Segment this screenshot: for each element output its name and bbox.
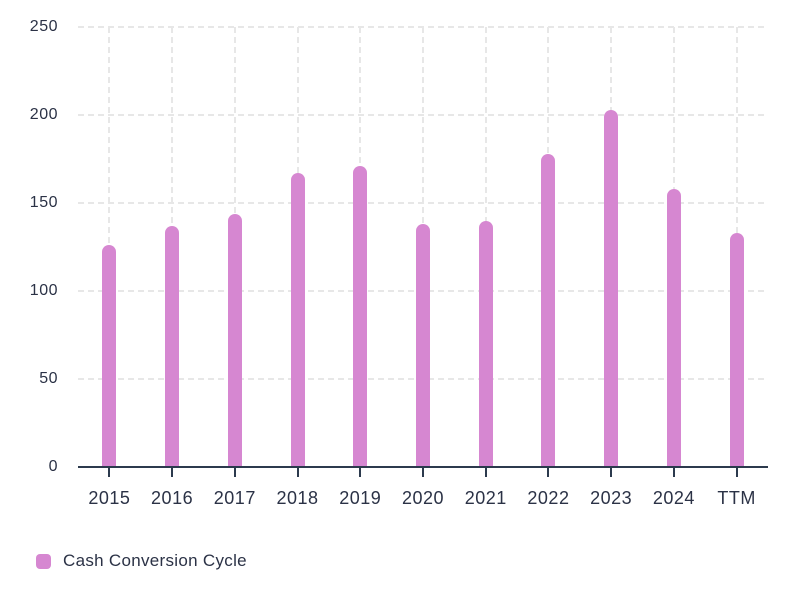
bar-2015[interactable] <box>102 245 117 467</box>
bar-2021[interactable] <box>478 220 493 467</box>
x-tick-2024 <box>672 468 675 477</box>
x-axis-label-2015: 2015 <box>88 488 131 508</box>
x-tick-2023 <box>610 468 613 477</box>
legend-swatch <box>36 553 51 569</box>
x-tick-2018 <box>296 468 299 477</box>
x-axis-label-2017: 2017 <box>213 488 256 508</box>
bar-TTM[interactable] <box>729 232 744 467</box>
y-axis-label-100: 100 <box>29 282 58 299</box>
bar-2017[interactable] <box>227 213 242 467</box>
x-axis-label-2019: 2019 <box>339 488 382 508</box>
bar-2019[interactable] <box>353 166 368 467</box>
bar-2020[interactable] <box>416 224 430 467</box>
x-tick-2022 <box>547 468 550 477</box>
x-axis-label-2020: 2020 <box>401 488 444 508</box>
y-axis-label-250: 250 <box>29 18 58 35</box>
x-axis-label-2023: 2023 <box>590 488 633 508</box>
x-axis-label-2016: 2016 <box>151 488 194 508</box>
x-tick-2021 <box>484 468 487 477</box>
bar-2023[interactable] <box>604 109 619 467</box>
x-axis-label-2024: 2024 <box>652 488 695 508</box>
y-axis-label-200: 200 <box>29 106 58 123</box>
x-tick-2016 <box>171 468 174 477</box>
x-tick-2019 <box>359 468 362 477</box>
legend-label: Cash Conversion Cycle <box>63 551 247 570</box>
x-tick-2020 <box>422 468 424 477</box>
y-axis-label-0: 0 <box>48 458 58 475</box>
legend-item-cash-conversion-cycle[interactable]: Cash Conversion Cycle <box>36 551 247 571</box>
x-axis-label-2018: 2018 <box>276 488 319 508</box>
x-tick-2017 <box>233 468 236 477</box>
x-axis-line <box>78 466 768 468</box>
x-tick-2015 <box>108 468 111 477</box>
x-axis-label-2021: 2021 <box>464 488 507 508</box>
y-axis-label-150: 150 <box>29 194 58 211</box>
bar-2022[interactable] <box>541 153 556 467</box>
bar-2018[interactable] <box>290 173 305 467</box>
x-tick-TTM <box>735 468 738 477</box>
bar-2016[interactable] <box>165 225 180 467</box>
x-axis-label-2022: 2022 <box>527 488 570 508</box>
bar-2024[interactable] <box>666 188 681 467</box>
y-axis-label-50: 50 <box>39 370 58 387</box>
x-axis-label-TTM: TTM <box>717 488 756 508</box>
